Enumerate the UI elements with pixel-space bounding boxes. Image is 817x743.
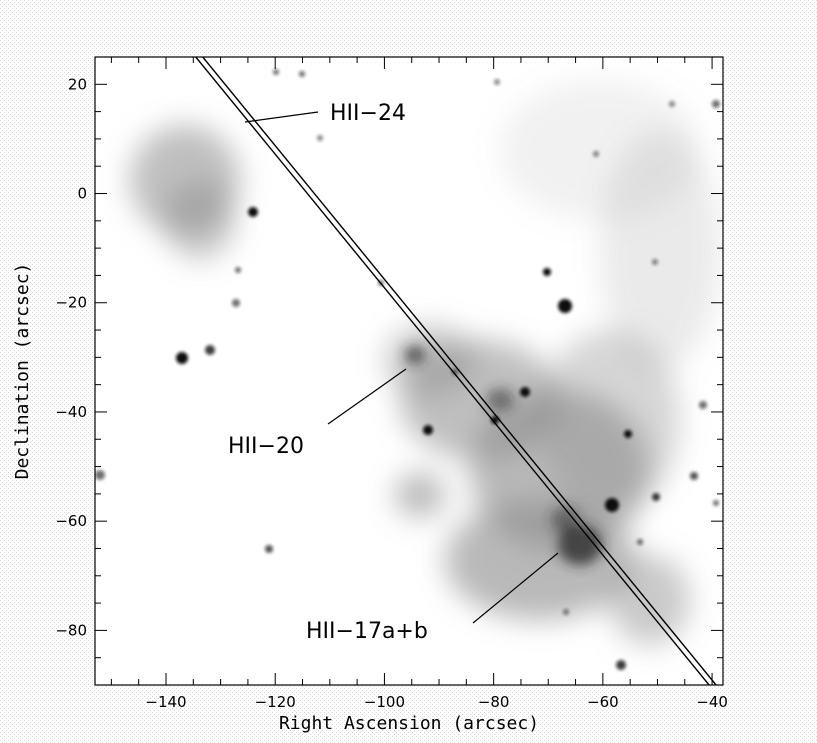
- x-tick-label: −100: [364, 693, 405, 711]
- x-axis-title: Right Ascension (arcsec): [279, 713, 539, 734]
- x-tick-labels: −140 −120 −100 −80 −60 −40: [145, 693, 728, 711]
- y-tick-label: −40: [55, 403, 87, 421]
- annotation-hii-20: HII−20: [228, 368, 407, 459]
- axis-ticks: [95, 56, 723, 686]
- label-hii-24: HII−24: [330, 101, 406, 126]
- y-tick-label: −60: [55, 512, 87, 530]
- x-tick-label: −60: [587, 693, 619, 711]
- label-hii-20: HII−20: [228, 434, 304, 459]
- leader-line-hii-24: [244, 111, 319, 123]
- slit: [195, 57, 717, 685]
- plot-frame: [94, 56, 724, 686]
- label-hii-17: HII−17a+b: [306, 619, 428, 644]
- image-panel: [95, 57, 723, 685]
- y-axis-title: Declination (arcsec): [12, 263, 33, 480]
- point-sources: [95, 69, 720, 670]
- annotation-hii-17: HII−17a+b: [306, 552, 559, 644]
- x-tick-label: −140: [145, 693, 186, 711]
- y-tick-labels: 20 0 −20 −40 −60 −80: [55, 75, 87, 639]
- y-tick-label: −20: [55, 294, 87, 312]
- leader-line-hii-20: [327, 368, 407, 425]
- annotation-hii-24: HII−24: [244, 101, 406, 126]
- x-tick-label: −40: [696, 693, 728, 711]
- y-tick-label: 20: [68, 75, 87, 93]
- bright-knots: [405, 346, 602, 565]
- x-tick-label: −120: [255, 693, 296, 711]
- leader-line-hii-17: [472, 552, 559, 624]
- y-tick-label: −80: [55, 621, 87, 639]
- x-tick-label: −80: [478, 693, 510, 711]
- y-tick-label: 0: [77, 185, 87, 203]
